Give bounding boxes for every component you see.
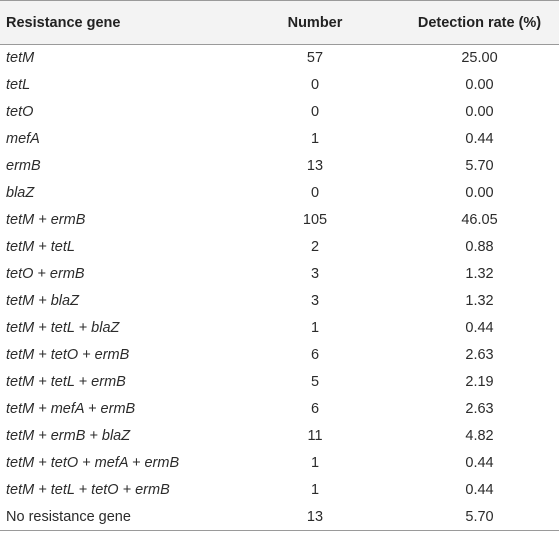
- cell-detection-rate: 0.00: [465, 77, 494, 93]
- cell-detection-rate: 4.82: [465, 428, 494, 444]
- cell-number: 0: [310, 104, 320, 120]
- cell-detection-rate: 0.00: [465, 104, 494, 120]
- cell-detection-rate: 0.88: [465, 239, 494, 255]
- table-row: tetM + ermB + blaZ 11 4.82: [0, 423, 559, 450]
- cell-resistance-gene: tetM: [6, 50, 35, 67]
- table-row: ermB 13 5.70: [0, 153, 559, 180]
- table-row: blaZ 0 0.00: [0, 180, 559, 207]
- cell-detection-rate: 2.19: [465, 374, 494, 390]
- table-row: tetM + mefA + ermB 6 2.63: [0, 396, 559, 423]
- table-row: tetO + ermB 3 1.32: [0, 261, 559, 288]
- header-resistance-gene: Resistance gene: [6, 14, 121, 31]
- table-row: tetO 0 0.00: [0, 99, 559, 126]
- cell-resistance-gene: tetM + tetL: [6, 239, 75, 255]
- cell-resistance-gene: tetO + ermB: [6, 266, 85, 282]
- cell-number: 0: [310, 77, 320, 93]
- table-row: tetM + tetL + blaZ 1 0.44: [0, 315, 559, 342]
- cell-number: 57: [306, 50, 324, 67]
- table-body: tetM 57 25.00 tetL 0 0.00 tetO 0 0.00 mefA 1 0.44 er…: [0, 45, 559, 531]
- table-row: tetM + tetL 2 0.88: [0, 234, 559, 261]
- cell-resistance-gene: tetM + tetO + mefA + ermB: [6, 455, 180, 471]
- cell-number: 11: [307, 428, 323, 444]
- cell-detection-rate: 0.44: [465, 131, 494, 147]
- table-row: tetM + tetL + tetO + ermB 1 0.44: [0, 477, 559, 504]
- cell-number: 2: [310, 239, 320, 255]
- cell-resistance-gene: tetM + mefA + ermB: [6, 401, 136, 417]
- cell-resistance-gene: tetL: [6, 77, 31, 93]
- cell-number: 1: [310, 455, 320, 471]
- cell-detection-rate: 1.32: [465, 266, 494, 282]
- cell-detection-rate: 0.44: [465, 455, 494, 471]
- header-number: Number: [287, 14, 343, 31]
- cell-number: 1: [310, 482, 320, 498]
- cell-detection-rate: 2.63: [465, 347, 494, 363]
- cell-resistance-gene: mefA: [6, 131, 40, 147]
- cell-detection-rate: 0.44: [465, 320, 494, 336]
- table-row: tetM + tetL + ermB 5 2.19: [0, 369, 559, 396]
- cell-resistance-gene: tetM + blaZ: [6, 293, 79, 309]
- cell-number: 5: [310, 374, 320, 390]
- cell-resistance-gene: No resistance gene: [6, 508, 131, 525]
- cell-number: 1: [310, 131, 320, 147]
- cell-detection-rate: 0.44: [465, 482, 494, 498]
- table-header-row: Resistance gene Number Detection rate (%…: [0, 0, 559, 45]
- cell-number: 1: [310, 320, 320, 336]
- cell-detection-rate: 0.00: [465, 185, 494, 201]
- cell-detection-rate: 5.70: [465, 508, 494, 525]
- table-row: No resistance gene 13 5.70: [0, 504, 559, 531]
- cell-number: 13: [306, 158, 324, 174]
- cell-number: 0: [310, 185, 320, 201]
- header-detection-rate: Detection rate (%): [417, 14, 542, 31]
- table-row: tetM + tetO + mefA + ermB 1 0.44: [0, 450, 559, 477]
- table-row: tetM + ermB 105 46.05: [0, 207, 559, 234]
- table-row: tetL 0 0.00: [0, 72, 559, 99]
- table-row: mefA 1 0.44: [0, 126, 559, 153]
- cell-resistance-gene: tetM + ermB: [6, 212, 86, 228]
- cell-resistance-gene: tetM + tetL + blaZ: [6, 320, 120, 336]
- table-row: tetM + tetO + ermB 6 2.63: [0, 342, 559, 369]
- cell-number: 3: [310, 293, 320, 309]
- cell-detection-rate: 46.05: [461, 212, 498, 228]
- table-row: tetM 57 25.00: [0, 45, 559, 72]
- cell-resistance-gene: tetM + tetL + ermB: [6, 374, 126, 390]
- cell-resistance-gene: tetM + tetO + ermB: [6, 347, 130, 363]
- cell-resistance-gene: blaZ: [6, 185, 35, 201]
- cell-number: 6: [310, 401, 320, 417]
- cell-resistance-gene: tetO: [6, 104, 34, 120]
- cell-number: 6: [310, 347, 320, 363]
- cell-resistance-gene: tetM + tetL + tetO + ermB: [6, 482, 170, 498]
- cell-detection-rate: 25.00: [461, 50, 498, 67]
- cell-detection-rate: 2.63: [465, 401, 494, 417]
- table-row: tetM + blaZ 3 1.32: [0, 288, 559, 315]
- cell-detection-rate: 1.32: [465, 293, 494, 309]
- cell-number: 105: [302, 212, 328, 228]
- cell-number: 3: [310, 266, 320, 282]
- cell-resistance-gene: tetM + ermB + blaZ: [6, 428, 131, 444]
- cell-detection-rate: 5.70: [465, 158, 494, 174]
- cell-resistance-gene: ermB: [6, 158, 41, 174]
- cell-number: 13: [306, 508, 324, 525]
